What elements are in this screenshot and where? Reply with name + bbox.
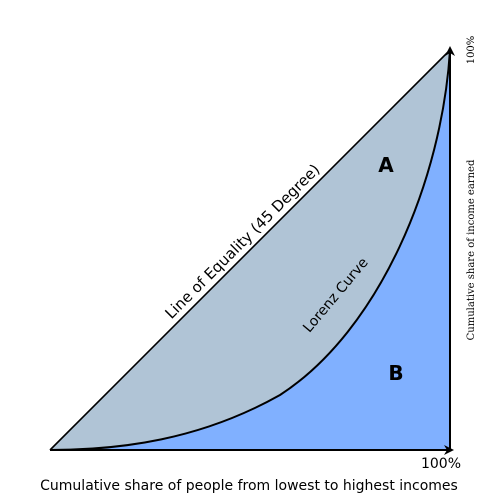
y-axis-end-label: 100% bbox=[466, 36, 477, 65]
line-of-equality bbox=[49, 49, 451, 451]
lorenz-curve-line bbox=[49, 49, 451, 451]
area-b-region bbox=[50, 50, 450, 450]
area-a-label: A bbox=[378, 153, 394, 177]
y-axis-title: Cumulative share of income earned bbox=[466, 159, 477, 340]
x-axis-end-label: 100% bbox=[421, 456, 461, 472]
x-axis-title: Cumulative share of people from lowest t… bbox=[40, 478, 458, 494]
area-b-label: B bbox=[388, 361, 403, 385]
